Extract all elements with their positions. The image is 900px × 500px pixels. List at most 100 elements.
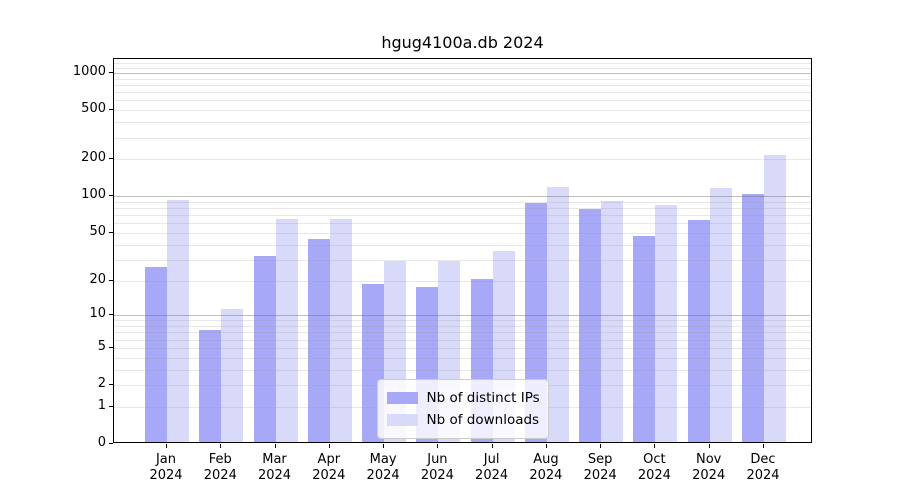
- bar-downloads: [709, 187, 732, 442]
- y-axis-tick-label: 20: [89, 271, 106, 287]
- bar-distinct-ips: [145, 267, 167, 442]
- minor-gridline: [114, 280, 811, 282]
- bar-downloads: [221, 308, 244, 442]
- bar-downloads: [655, 204, 678, 442]
- bar-downloads: [546, 186, 569, 442]
- month-label: May: [369, 452, 397, 467]
- minor-gridline: [114, 339, 811, 341]
- y-axis-tick-mark: [109, 72, 113, 73]
- bar-downloads: [601, 201, 624, 442]
- major-gridline: [114, 73, 811, 74]
- x-axis-tick-label: Jan 2024: [134, 452, 198, 484]
- month-label: Jul: [483, 452, 500, 467]
- month-label: Apr: [317, 452, 341, 467]
- x-axis-tick-mark: [328, 444, 330, 448]
- year-label: 2024: [583, 468, 617, 483]
- y-axis-tick-label: 2: [97, 376, 106, 391]
- minor-gridline: [114, 215, 811, 217]
- legend-label: Nb of downloads: [426, 412, 540, 428]
- x-axis-tick-label: May 2024: [351, 452, 415, 484]
- bar-downloads: [167, 199, 189, 442]
- minor-gridline: [114, 369, 811, 371]
- y-axis-tick-label: 1000: [72, 64, 106, 79]
- legend: Nb of distinct IPs Nb of downloads: [376, 379, 549, 439]
- y-axis-tick-label: 5: [97, 338, 106, 354]
- major-gridline: [114, 196, 811, 198]
- x-axis-tick-mark: [654, 444, 656, 448]
- year-label: 2024: [746, 468, 780, 483]
- x-axis-tick-label: Sep 2024: [568, 452, 632, 484]
- y-axis-tick-label: 1: [97, 397, 106, 413]
- minor-gridline: [114, 100, 811, 102]
- x-axis-tick-mark: [763, 444, 764, 448]
- x-axis-tick-label: Feb 2024: [188, 452, 252, 484]
- month-label: Jan: [155, 452, 177, 467]
- year-label: 2024: [420, 468, 454, 483]
- x-axis-tick-label: Apr 2024: [297, 452, 361, 484]
- month-label: Jun: [427, 452, 448, 467]
- minor-gridline: [114, 259, 811, 261]
- month-label: Oct: [643, 452, 666, 467]
- bar-distinct-ips: [307, 238, 330, 442]
- bar-downloads: [275, 218, 298, 442]
- month-label: Dec: [750, 452, 776, 467]
- x-axis-tick-label: Dec 2024: [731, 452, 795, 484]
- y-axis-tick-label: 500: [81, 101, 106, 117]
- year-label: 2024: [257, 468, 292, 483]
- y-axis-tick-label: 100: [81, 187, 106, 203]
- y-axis-tick-mark: [109, 405, 113, 407]
- minor-gridline: [114, 63, 811, 65]
- y-axis-tick-mark: [109, 346, 113, 348]
- year-label: 2024: [312, 468, 346, 483]
- minor-gridline: [114, 201, 811, 203]
- minor-gridline: [114, 110, 811, 112]
- y-axis-tick-label: 50: [89, 223, 106, 239]
- y-axis-tick-mark: [109, 109, 113, 111]
- x-axis-tick-label: Mar 2024: [243, 452, 307, 484]
- bar-distinct-ips: [253, 255, 276, 442]
- plot-area: Nb of distinct IPs Nb of downloads: [113, 58, 812, 443]
- x-axis-tick-label: Nov 2024: [677, 452, 741, 484]
- x-axis-tick-mark: [274, 444, 276, 448]
- y-axis-tick-mark: [109, 384, 113, 385]
- minor-gridline: [114, 78, 811, 80]
- x-axis-tick-mark: [600, 444, 602, 448]
- legend-swatch-downloads: [386, 414, 418, 426]
- minor-gridline: [114, 208, 811, 209]
- bar-distinct-ips: [742, 193, 764, 442]
- month-label: Sep: [587, 452, 613, 467]
- minor-gridline: [114, 244, 811, 246]
- bar-distinct-ips: [687, 219, 710, 442]
- y-axis-tick-mark: [109, 443, 113, 444]
- y-axis-tick-mark: [109, 195, 113, 197]
- minor-gridline: [114, 357, 811, 359]
- minor-gridline: [114, 232, 811, 234]
- chart-title: hgug4100a.db 2024: [381, 33, 544, 52]
- y-axis-tick-mark: [109, 279, 113, 281]
- month-label: Nov: [696, 452, 722, 467]
- x-axis-tick-label: Aug 2024: [514, 452, 578, 484]
- y-axis-tick-label: 0: [97, 435, 106, 450]
- year-label: 2024: [637, 468, 671, 483]
- minor-gridline: [114, 137, 811, 139]
- minor-gridline: [114, 159, 811, 161]
- x-axis-tick-mark: [220, 444, 222, 448]
- minor-gridline: [114, 332, 811, 334]
- legend-swatch-distinct-ips: [386, 392, 418, 404]
- month-label: Mar: [262, 452, 287, 467]
- minor-gridline: [114, 320, 811, 322]
- minor-gridline: [114, 347, 811, 349]
- year-label: 2024: [366, 468, 400, 483]
- y-axis-tick-mark: [109, 231, 113, 233]
- bar-downloads: [764, 154, 786, 442]
- bar-distinct-ips: [199, 330, 222, 442]
- minor-gridline: [114, 122, 811, 124]
- x-axis-tick-mark: [383, 444, 385, 448]
- minor-gridline: [114, 67, 811, 69]
- x-axis-tick-mark: [545, 444, 547, 448]
- month-label: Aug: [533, 452, 559, 467]
- minor-gridline: [114, 85, 811, 86]
- bar-distinct-ips: [579, 208, 602, 442]
- x-axis-tick-label: Oct 2024: [622, 452, 686, 484]
